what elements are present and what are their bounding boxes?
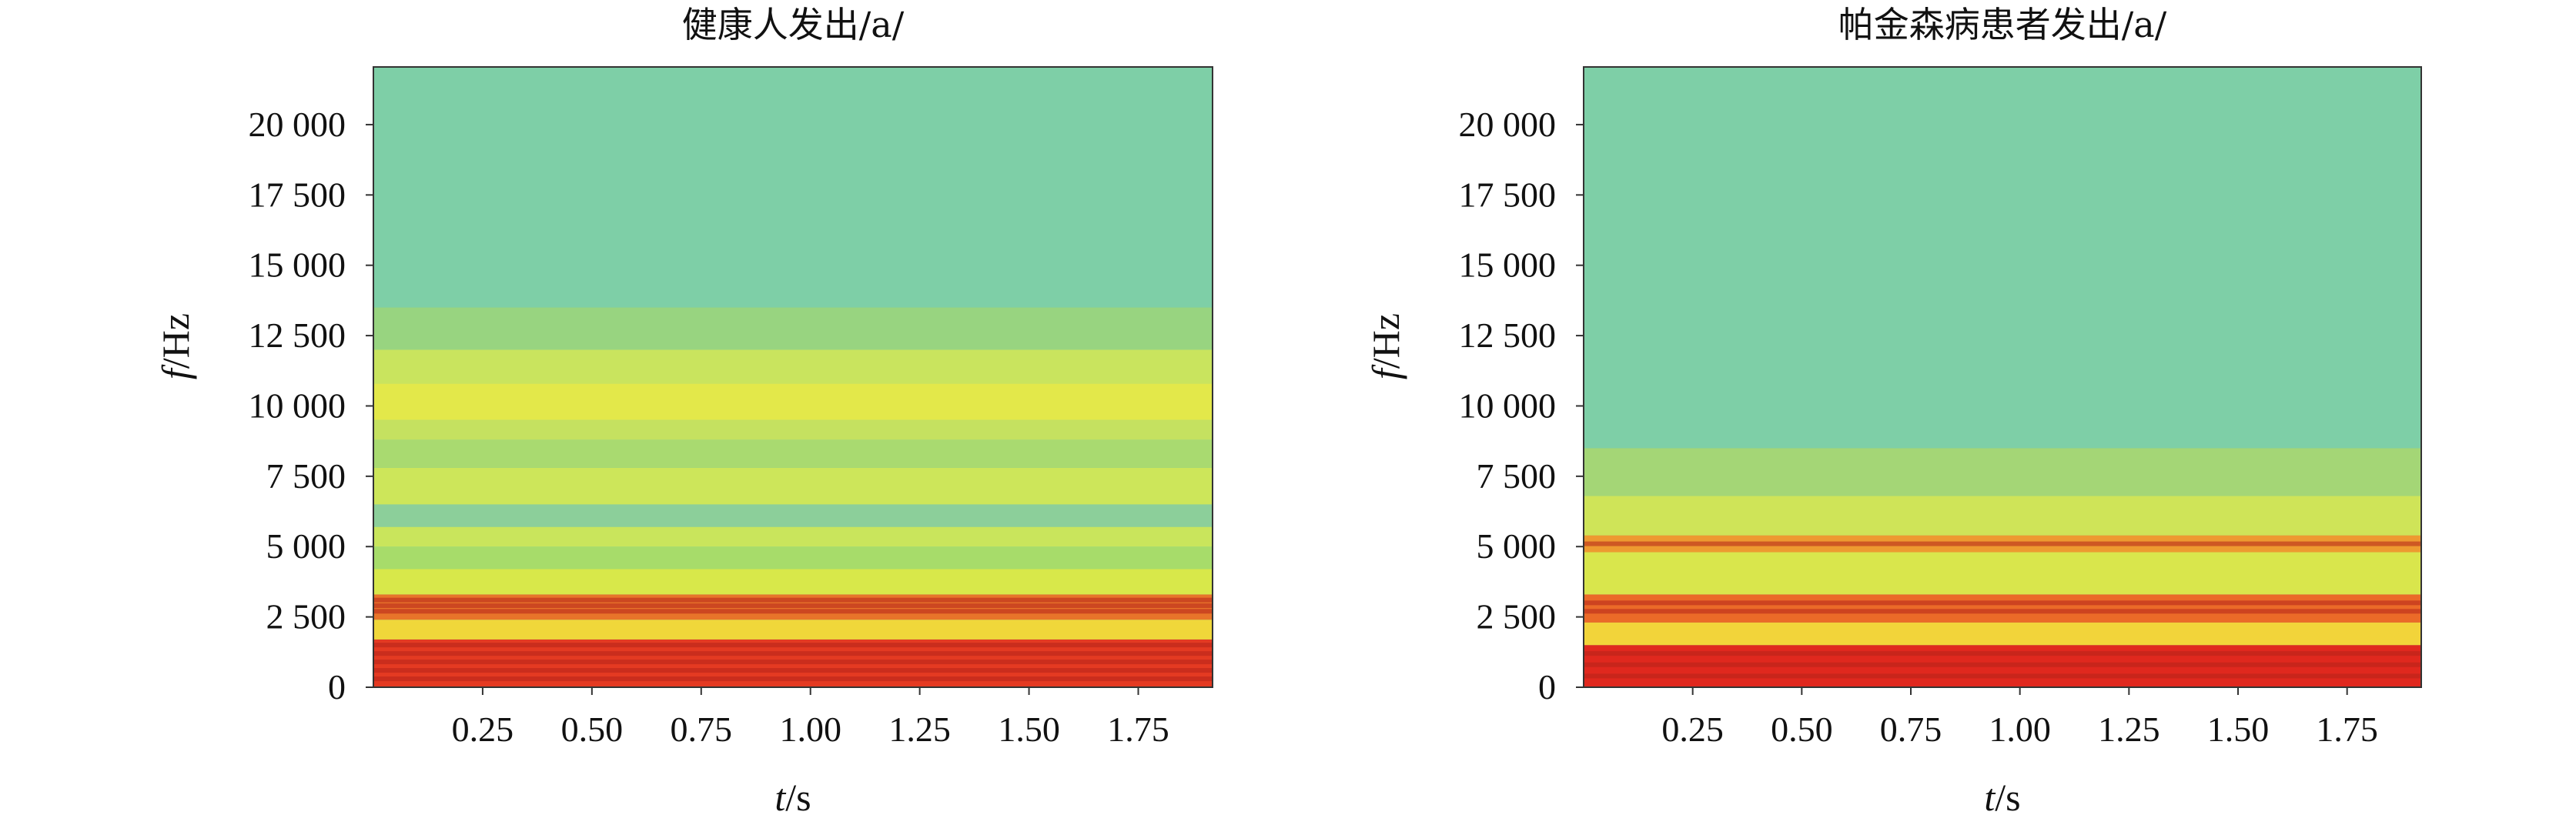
energy-band [373,419,1213,440]
x-tick-label: 1.75 [2316,710,2378,749]
x-tick-label: 1.00 [1989,710,2051,749]
harmonic-line [1584,600,2421,606]
x-tick-label: 0.75 [671,710,733,749]
y-axis-unit: /Hz [154,313,197,369]
harmonic-line [373,609,1213,614]
harmonic-line [373,643,1213,648]
spectrogram-image [1584,67,2421,687]
energy-band [373,546,1213,569]
energy-band [1584,594,2421,623]
energy-band [1584,67,2421,449]
harmonic-line [1584,673,2421,679]
y-tick-label: 20 000 [1459,105,1557,144]
energy-band [373,569,1213,595]
energy-band [373,526,1213,547]
x-tick-label: 1.50 [2207,710,2270,749]
energy-band [373,620,1213,640]
harmonic-line [373,668,1213,673]
spectrogram-image [373,67,1213,687]
harmonic-line [1584,662,2421,667]
spectrogram-panel-1: 健康人发出/a/0 2 500 5 000 7 500 10 000 12 500 15 0… [154,4,1213,819]
x-axis-unit: /s [1995,776,2020,819]
y-tick-label: 0 [1538,667,1556,706]
energy-band [373,504,1213,527]
y-tick-label: 10 000 [249,386,346,425]
harmonic-line [373,660,1213,665]
spectrogram-panel-2: 帕金森病患者发出/a/0 2 500 5 000 7 500 10 000 12 500 1… [1364,4,2422,819]
y-tick-label: 0 [328,667,346,706]
x-tick-label: 0.50 [1771,710,1833,749]
harmonic-line [373,603,1213,608]
harmonic-line [373,597,1213,603]
energy-band [1584,496,2421,536]
y-tick-label: 15 000 [1459,245,1557,285]
y-tick-label: 17 500 [1459,175,1557,214]
y-axis-unit: /Hz [1364,313,1407,369]
x-tick-label: 0.75 [1880,710,1942,749]
harmonic-line [373,676,1213,682]
x-axis-variable: t [774,776,786,819]
y-tick-label: 15 000 [249,245,346,285]
y-tick-label: 10 000 [1459,386,1557,425]
energy-band [373,307,1213,350]
x-tick-label: 1.75 [1107,710,1169,749]
y-tick-label: 5 000 [266,526,346,566]
y-tick-label: 20 000 [249,105,346,144]
plot-frame [373,66,1213,688]
x-tick-label: 1.00 [779,710,841,749]
energy-band [373,467,1213,505]
y-tick-label: 2 500 [1477,597,1557,636]
x-tick-label: 0.25 [452,710,514,749]
x-tick-label: 1.25 [888,710,951,749]
harmonic-line [1584,609,2421,614]
harmonic-line [1584,541,2421,546]
energy-band [373,349,1213,384]
y-tick-label: 2 500 [266,597,346,636]
y-tick-label: 17 500 [249,175,346,214]
energy-band [1584,622,2421,646]
energy-band [1584,552,2421,595]
x-axis-label: t/s [1984,776,2020,819]
y-tick-label: 7 500 [266,456,346,496]
energy-band [373,67,1213,308]
x-axis-variable: t [1984,776,1996,819]
x-axis-label: t/s [774,776,811,819]
y-tick-label: 12 500 [249,316,346,355]
energy-band [373,383,1213,420]
x-tick-label: 0.25 [1661,710,1724,749]
y-axis-label: f/Hz [1364,313,1407,379]
harmonic-line [373,651,1213,656]
chart-title: 帕金森病患者发出/a/ [1838,4,2167,45]
chart-title: 健康人发出/a/ [682,4,905,45]
y-tick-label: 7 500 [1477,456,1557,496]
y-tick-label: 5 000 [1477,526,1557,566]
harmonic-line [1584,651,2421,656]
y-tick-label: 12 500 [1459,316,1557,355]
energy-band [1584,448,2421,496]
x-tick-label: 1.50 [998,710,1060,749]
plot-frame [1583,66,2422,688]
y-axis-label: f/Hz [154,313,197,379]
x-axis-unit: /s [785,776,811,819]
energy-band [373,439,1213,468]
x-tick-label: 0.50 [561,710,624,749]
x-tick-label: 1.25 [2098,710,2160,749]
